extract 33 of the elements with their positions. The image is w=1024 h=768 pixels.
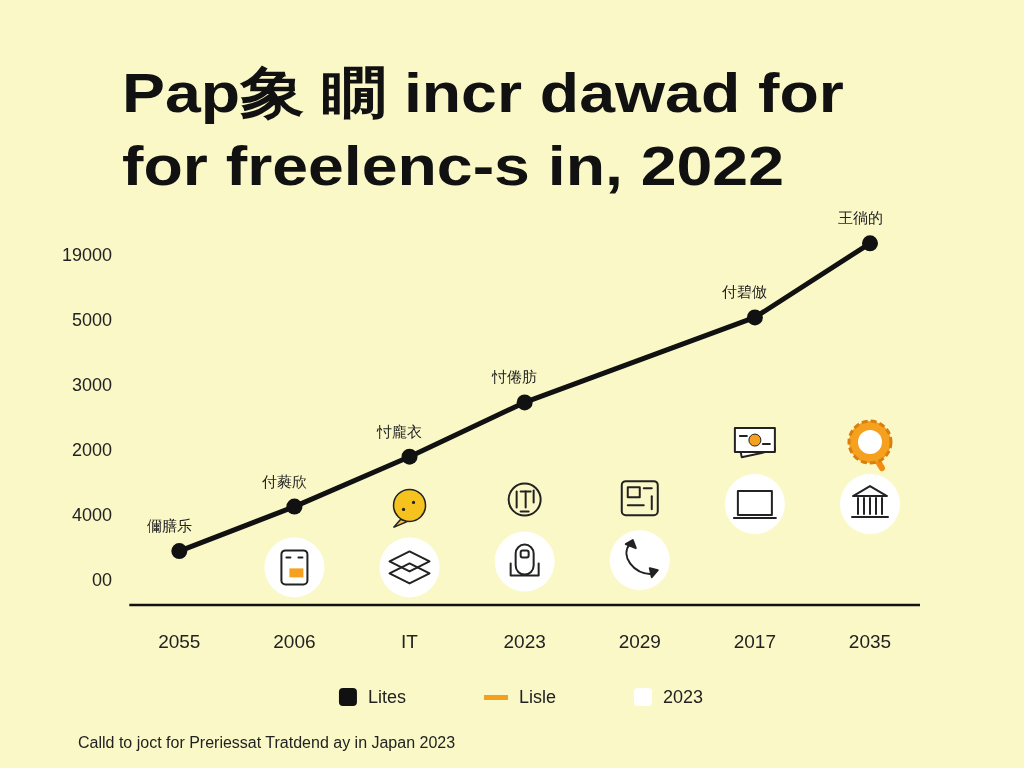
point [746, 309, 763, 326]
annotation: 付蕤欣 [260, 472, 307, 490]
x-tick-label: 2006 [273, 631, 316, 652]
point [264, 537, 325, 598]
x-tick-label: 2017 [733, 631, 777, 652]
text: 19000 [61, 244, 112, 265]
text: Calld to joct for Preriessat Tratdend ay in Japan 2023 [78, 734, 456, 751]
annotation: 忖龐衣 [376, 422, 423, 440]
point [862, 235, 878, 252]
x-tick-label: 2055 [158, 631, 201, 652]
annotation: 付碧倣 [721, 283, 768, 301]
point [516, 394, 533, 411]
text: 2000 [71, 439, 112, 460]
annotation: 儞膳乐 [146, 517, 192, 535]
point [401, 448, 418, 465]
legend-label: Lisle [518, 687, 557, 707]
point [609, 530, 670, 591]
legend-label: Lites [367, 687, 406, 707]
text: 3000 [71, 374, 112, 395]
annotation: 王徜的 [837, 209, 883, 227]
point [286, 498, 303, 515]
chart-title: Pap象 瞯 incr dawad for for freelenc-s in, 2022 [122, 60, 844, 198]
x-tick-label: IT [401, 631, 419, 652]
x-tick-label: 2035 [848, 631, 892, 652]
x-tick-label: 2023 [503, 631, 546, 652]
text: 5000 [71, 309, 112, 330]
point [724, 474, 785, 535]
point [171, 543, 188, 560]
x-tick-label: 2029 [618, 631, 661, 652]
text: 00 [91, 569, 112, 590]
annotation: 忖倦肪 [491, 368, 538, 386]
legend-label: 2023 [663, 687, 704, 707]
text: 4000 [71, 504, 112, 525]
